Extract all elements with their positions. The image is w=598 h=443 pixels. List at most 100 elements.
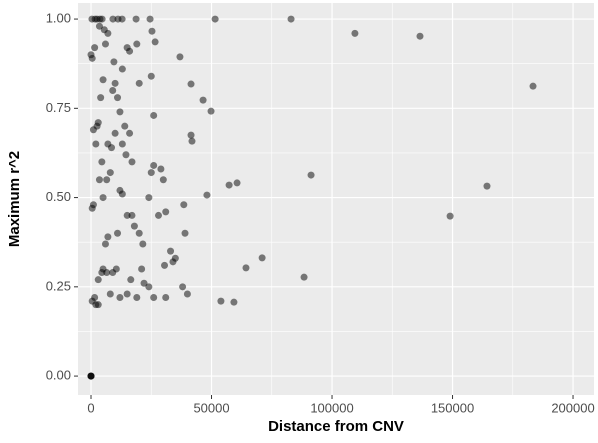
point	[87, 372, 95, 380]
y-tick-label: 1.00	[46, 11, 71, 26]
point	[180, 201, 188, 209]
point	[199, 96, 207, 104]
point	[98, 15, 106, 23]
point	[159, 176, 167, 184]
point	[118, 15, 126, 23]
point	[145, 194, 153, 202]
point	[351, 29, 359, 37]
point	[181, 229, 189, 237]
point	[258, 254, 266, 262]
point	[416, 32, 424, 40]
point	[109, 15, 117, 23]
point	[187, 131, 195, 139]
point	[101, 240, 109, 248]
point	[104, 233, 112, 241]
point	[446, 212, 454, 220]
point	[128, 158, 136, 166]
y-axis-title: Maximum r^2	[6, 151, 23, 247]
point	[147, 169, 155, 177]
point	[150, 161, 158, 169]
point	[98, 269, 106, 277]
point	[307, 171, 315, 179]
point	[99, 76, 107, 84]
point	[188, 137, 196, 145]
point	[162, 294, 170, 302]
point	[157, 165, 165, 173]
point	[95, 176, 103, 184]
panel	[78, 3, 594, 395]
point	[118, 140, 126, 148]
point	[97, 94, 105, 102]
point	[225, 181, 233, 189]
point	[287, 15, 295, 23]
point	[94, 301, 102, 309]
point	[127, 276, 135, 284]
point	[91, 44, 99, 52]
point	[130, 222, 138, 230]
point	[122, 151, 130, 159]
point	[133, 40, 141, 48]
point	[94, 276, 102, 284]
point	[207, 107, 215, 115]
point	[211, 15, 219, 23]
point	[150, 294, 158, 302]
point	[132, 15, 140, 23]
y-tick-label: 0.50	[46, 189, 71, 204]
point	[101, 40, 109, 48]
point	[147, 72, 155, 80]
point	[242, 264, 250, 272]
point	[111, 129, 119, 137]
point	[116, 294, 124, 302]
point	[148, 27, 156, 35]
x-tick-label: 150000	[431, 400, 474, 415]
point	[106, 169, 114, 177]
point	[140, 279, 148, 287]
point	[176, 53, 184, 61]
point	[103, 269, 111, 277]
point	[529, 82, 537, 90]
point	[138, 265, 146, 273]
y-tick-label: 0.25	[46, 278, 71, 293]
point	[109, 86, 117, 94]
point	[151, 38, 159, 46]
point	[146, 15, 154, 23]
point	[108, 144, 116, 152]
point	[121, 122, 129, 130]
x-axis-title: Distance from CNV	[268, 418, 404, 435]
point	[171, 254, 179, 262]
point	[179, 283, 187, 291]
point	[126, 47, 134, 55]
point	[123, 290, 131, 298]
point	[128, 211, 136, 219]
point	[183, 290, 191, 298]
point	[104, 29, 112, 37]
point	[233, 179, 241, 187]
x-tick-label: 50000	[193, 400, 229, 415]
point	[154, 211, 162, 219]
point	[162, 208, 170, 216]
point	[135, 229, 143, 237]
point	[111, 79, 119, 87]
point	[92, 140, 100, 148]
point	[91, 294, 99, 302]
point	[167, 247, 175, 255]
point	[139, 240, 147, 248]
point	[126, 129, 134, 137]
point	[300, 273, 308, 281]
point	[116, 108, 124, 116]
x-tick-label: 200000	[551, 400, 594, 415]
point	[88, 204, 96, 212]
point	[123, 211, 131, 219]
point	[95, 22, 103, 30]
point	[203, 191, 211, 199]
y-tick-label: 0.75	[46, 100, 71, 115]
x-tick-label: 100000	[310, 400, 353, 415]
point	[483, 182, 491, 190]
point	[88, 54, 96, 62]
point	[187, 80, 195, 88]
point	[118, 65, 126, 73]
point	[161, 261, 169, 269]
point	[103, 176, 111, 184]
point	[230, 298, 238, 306]
point	[217, 297, 225, 305]
